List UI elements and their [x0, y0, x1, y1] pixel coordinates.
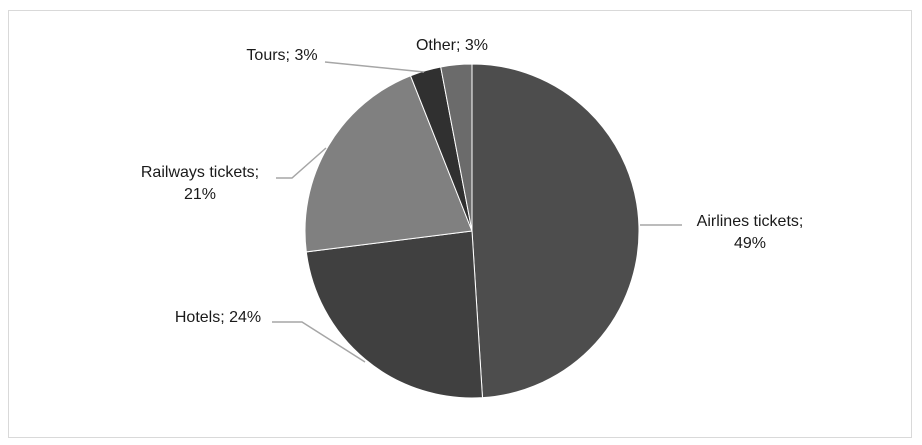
data-label-line: 21%: [184, 186, 216, 203]
data-label-line: Airlines tickets;: [697, 213, 804, 230]
pie-slice-other: [440, 63, 473, 232]
data-label-line: Tours; 3%: [246, 47, 317, 64]
data-label-line: Railways tickets;: [141, 164, 259, 181]
data-labels: Airlines tickets; 49% Hotels; 24% Railways …: [141, 37, 803, 326]
leader-line: [324, 61, 425, 73]
leader-line: [272, 321, 366, 363]
pie-slice-hotels: [305, 230, 484, 399]
data-label-railways-tickets: Railways tickets; 21%: [141, 164, 259, 203]
pie-slice-airlines-tickets: [471, 63, 640, 399]
data-label-line: Hotels; 24%: [175, 309, 261, 326]
leader-line: [276, 147, 327, 179]
data-label-tours: Tours; 3%: [246, 47, 317, 64]
data-label-line: 49%: [734, 235, 766, 252]
data-label-line: Other; 3%: [416, 37, 488, 54]
data-label-airlines-tickets: Airlines tickets; 49%: [697, 213, 804, 252]
leader-lines: [272, 61, 682, 363]
pie-slice-railways-tickets: [304, 75, 473, 253]
pie-slices: [304, 63, 640, 399]
data-label-other: Other; 3%: [416, 37, 488, 54]
data-label-hotels: Hotels; 24%: [175, 309, 261, 326]
